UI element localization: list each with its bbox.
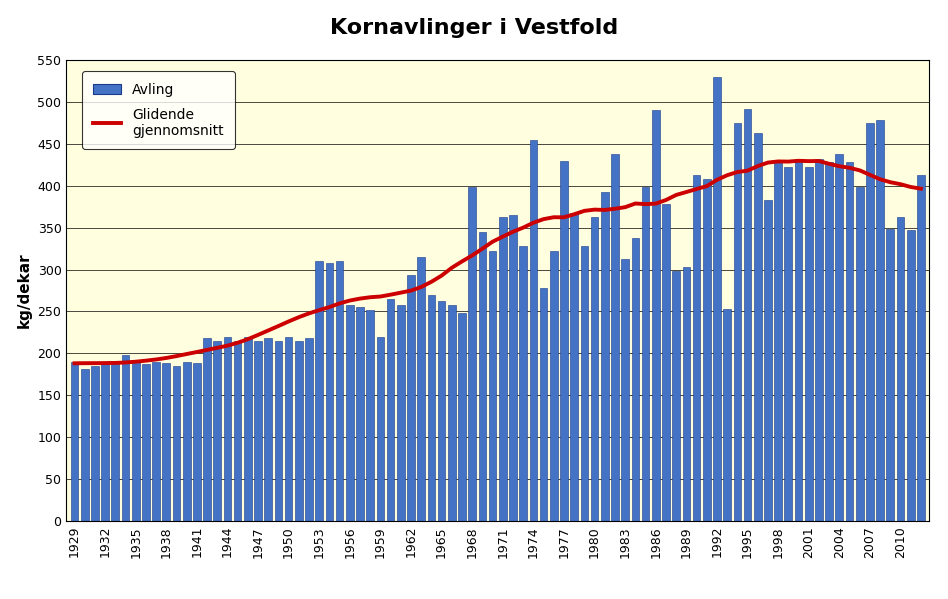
Bar xyxy=(244,337,251,521)
Bar xyxy=(866,123,874,521)
Bar xyxy=(571,213,578,521)
Bar xyxy=(132,360,139,521)
Bar xyxy=(826,162,833,521)
Bar xyxy=(408,276,415,521)
Bar xyxy=(183,362,191,521)
Bar xyxy=(846,162,853,521)
Bar xyxy=(499,217,506,521)
Bar xyxy=(631,238,639,521)
Bar xyxy=(591,217,598,521)
Bar xyxy=(254,341,262,521)
Bar xyxy=(886,229,894,521)
Bar xyxy=(397,305,405,521)
Bar xyxy=(234,341,242,521)
Bar xyxy=(539,288,547,521)
Bar xyxy=(417,257,425,521)
Bar xyxy=(530,140,538,521)
Bar xyxy=(367,310,374,521)
Bar xyxy=(601,192,609,521)
Bar xyxy=(744,108,752,521)
Bar xyxy=(713,77,720,521)
Bar xyxy=(173,366,180,521)
Bar xyxy=(71,362,79,521)
Bar xyxy=(112,364,119,521)
Bar xyxy=(81,368,88,521)
Bar xyxy=(621,259,629,521)
Bar xyxy=(193,364,201,521)
Bar xyxy=(438,301,446,521)
Bar xyxy=(91,366,99,521)
Bar xyxy=(356,307,364,521)
Bar xyxy=(336,261,343,521)
Y-axis label: kg/dekar: kg/dekar xyxy=(17,253,32,328)
Bar xyxy=(754,133,761,521)
Bar xyxy=(142,364,150,521)
Bar xyxy=(509,215,517,521)
Bar xyxy=(325,263,334,521)
Bar xyxy=(284,337,293,521)
Bar xyxy=(652,110,660,521)
Bar xyxy=(794,159,802,521)
Bar xyxy=(672,271,680,521)
Bar xyxy=(815,159,823,521)
Bar xyxy=(376,337,384,521)
Bar xyxy=(702,179,711,521)
Bar xyxy=(580,246,588,521)
Bar xyxy=(693,175,701,521)
Bar xyxy=(305,338,313,521)
Bar xyxy=(805,167,812,521)
Legend: Avling, Glidende
gjennomsnitt: Avling, Glidende gjennomsnitt xyxy=(82,71,235,149)
Bar xyxy=(224,337,231,521)
Bar xyxy=(560,161,568,521)
Bar xyxy=(835,154,843,521)
Bar xyxy=(611,154,619,521)
Bar xyxy=(683,267,690,521)
Bar xyxy=(734,123,741,521)
Text: Kornavlinger i Vestfold: Kornavlinger i Vestfold xyxy=(330,18,618,38)
Bar xyxy=(387,299,394,521)
Bar xyxy=(162,364,170,521)
Bar xyxy=(346,305,354,521)
Bar xyxy=(785,167,793,521)
Bar xyxy=(764,200,772,521)
Bar xyxy=(448,305,456,521)
Bar xyxy=(101,362,109,521)
Bar xyxy=(520,246,527,521)
Bar xyxy=(775,162,782,521)
Bar xyxy=(723,309,731,521)
Bar xyxy=(295,341,302,521)
Bar xyxy=(458,313,465,521)
Bar xyxy=(662,204,670,521)
Bar xyxy=(275,341,283,521)
Bar xyxy=(856,187,864,521)
Bar xyxy=(264,338,272,521)
Bar xyxy=(468,187,476,521)
Bar xyxy=(316,261,323,521)
Bar xyxy=(876,120,884,521)
Bar xyxy=(479,232,486,521)
Bar xyxy=(213,341,221,521)
Bar xyxy=(489,251,497,521)
Bar xyxy=(203,338,210,521)
Bar xyxy=(897,217,904,521)
Bar xyxy=(917,175,924,521)
Bar xyxy=(642,187,649,521)
Bar xyxy=(550,251,557,521)
Bar xyxy=(907,230,915,521)
Bar xyxy=(153,362,160,521)
Bar xyxy=(121,355,129,521)
Bar xyxy=(428,295,435,521)
